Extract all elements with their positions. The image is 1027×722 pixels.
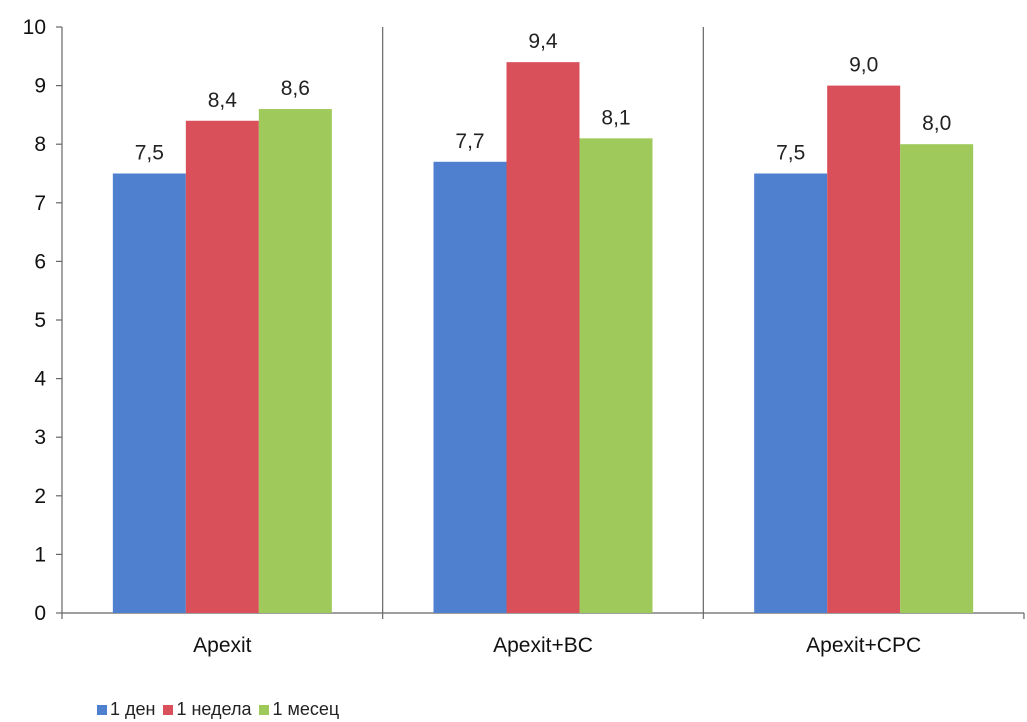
- category-label: Apexit+BC: [493, 634, 593, 657]
- data-label: 7,7: [455, 130, 484, 153]
- bar: [900, 144, 974, 613]
- data-label: 9,4: [528, 30, 558, 53]
- bar: [258, 109, 332, 613]
- category-label: Apexit: [193, 634, 252, 657]
- bar: [112, 173, 186, 613]
- y-tick-label: 9: [34, 75, 46, 98]
- legend-item: 1 недела: [163, 699, 251, 720]
- legend-item: 1 месец: [259, 699, 339, 720]
- bars-group: [112, 62, 974, 614]
- data-label: 8,4: [208, 89, 238, 112]
- legend-label: 1 ден: [110, 699, 156, 719]
- y-tick-label: 8: [34, 133, 46, 156]
- legend-swatch: [259, 704, 270, 715]
- y-tick-label: 2: [34, 485, 46, 508]
- y-tick-label: 0: [34, 602, 46, 625]
- data-label: 8,1: [601, 106, 630, 129]
- y-tick-label: 7: [34, 192, 46, 215]
- data-label: 9,0: [849, 54, 878, 77]
- data-label: 8,0: [922, 112, 951, 135]
- y-tick-label: 5: [34, 309, 46, 332]
- bar: [433, 161, 507, 613]
- bar: [579, 138, 653, 613]
- legend-label: 1 месец: [272, 699, 340, 719]
- y-tick-label: 3: [34, 426, 46, 449]
- data-label: 8,6: [281, 77, 310, 100]
- bar: [827, 85, 901, 614]
- bar: [185, 120, 259, 613]
- data-label: 7,5: [135, 142, 164, 165]
- y-tick-label: 6: [34, 250, 46, 273]
- y-tick-label: 10: [23, 16, 46, 39]
- y-tick-label: 4: [34, 368, 46, 391]
- y-tick-label: 1: [34, 543, 46, 566]
- category-label: Apexit+CPC: [806, 634, 921, 657]
- bar: [506, 62, 580, 614]
- legend-swatch: [163, 704, 174, 715]
- legend-item: 1 ден: [97, 699, 155, 720]
- data-labels-group: 7,5 7,7 7,5 8,4 9,4 9,0 8,6 8,1 8,0: [135, 30, 952, 164]
- legend-swatch: [97, 704, 107, 715]
- bar-chart: 0 1 2 3 4 5 6 7 8 9 10 Apexit Apexit+BC Apexit+CPC 7…: [23, 16, 1025, 657]
- bar: [754, 173, 828, 613]
- y-axis: 0 1 2 3 4 5 6 7 8 9 10: [23, 16, 63, 625]
- data-label: 7,5: [776, 142, 805, 165]
- legend: 1 ден 1 недела 1 месец: [97, 699, 339, 720]
- legend-label: 1 недела: [176, 699, 252, 719]
